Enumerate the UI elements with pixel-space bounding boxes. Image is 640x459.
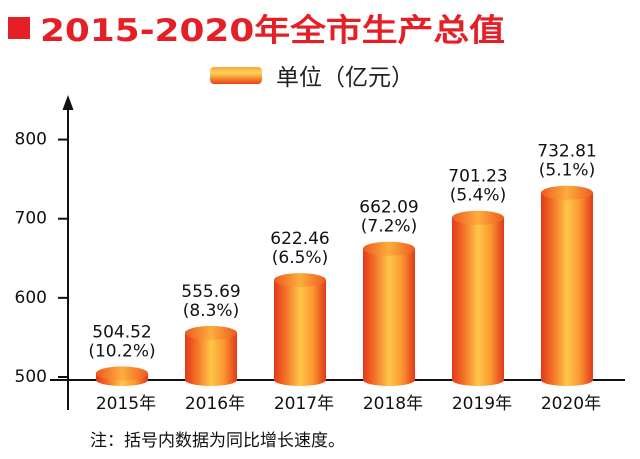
value-label: 504.52 xyxy=(92,322,151,342)
growth-label: (7.2%) xyxy=(361,217,417,237)
bar-group: 662.09(7.2%) 2018年 xyxy=(359,198,423,414)
value-label: 732.81 xyxy=(537,142,596,162)
bar xyxy=(452,217,504,380)
title-marker xyxy=(8,17,30,39)
bar xyxy=(185,332,237,380)
bar-group: 701.23(5.4%) 2019年 xyxy=(448,167,512,414)
bar-top xyxy=(363,241,415,256)
y-tick-label: 700 xyxy=(15,209,47,229)
bar-top xyxy=(452,210,504,225)
y-axis-arrow-icon xyxy=(62,95,74,110)
bars: 504.52(10.2%) 2015年 555.69(8.3%) 2016年 622.4… xyxy=(88,142,601,414)
legend-label: 单位（亿元） xyxy=(276,65,414,91)
bar-group: 622.46(6.5%) 2017年 xyxy=(270,229,334,414)
x-tick-label: 2015年 xyxy=(96,394,156,414)
bar xyxy=(541,192,593,380)
value-label: 555.69 xyxy=(181,282,240,302)
bar-top xyxy=(185,325,237,340)
growth-label: (8.3%) xyxy=(183,301,239,321)
bar xyxy=(274,280,326,380)
legend-swatch xyxy=(210,67,262,84)
y-ticks: 500 600 700 800 xyxy=(15,130,68,387)
bar xyxy=(363,248,415,380)
value-label: 662.09 xyxy=(359,198,418,218)
growth-label: (5.4%) xyxy=(450,186,506,206)
chart-title: 2015-2020年全市生产总值 xyxy=(40,13,505,49)
bar-group: 555.69(8.3%) 2016年 xyxy=(181,282,245,414)
y-tick-label: 500 xyxy=(15,367,47,387)
bar-top xyxy=(274,273,326,288)
x-tick-label: 2020年 xyxy=(541,394,601,414)
value-label: 622.46 xyxy=(270,229,329,249)
y-tick-label: 800 xyxy=(15,130,47,150)
x-tick-label: 2018年 xyxy=(363,394,423,414)
growth-label: (6.5%) xyxy=(272,248,328,268)
y-tick-label: 600 xyxy=(15,288,47,308)
bar-top xyxy=(541,185,593,200)
bar-group: 504.52(10.2%) 2015年 xyxy=(88,322,156,414)
bar-group: 732.81(5.1%) 2020年 xyxy=(537,142,601,414)
x-tick-label: 2017年 xyxy=(274,394,334,414)
footnote: 注：括号内数据为同比增长速度。 xyxy=(90,431,345,451)
growth-label: (10.2%) xyxy=(88,341,155,361)
x-tick-label: 2016年 xyxy=(185,394,245,414)
x-tick-label: 2019年 xyxy=(452,394,512,414)
growth-label: (5.1%) xyxy=(539,161,595,181)
bar-top xyxy=(96,366,148,381)
value-label: 701.23 xyxy=(448,167,507,187)
